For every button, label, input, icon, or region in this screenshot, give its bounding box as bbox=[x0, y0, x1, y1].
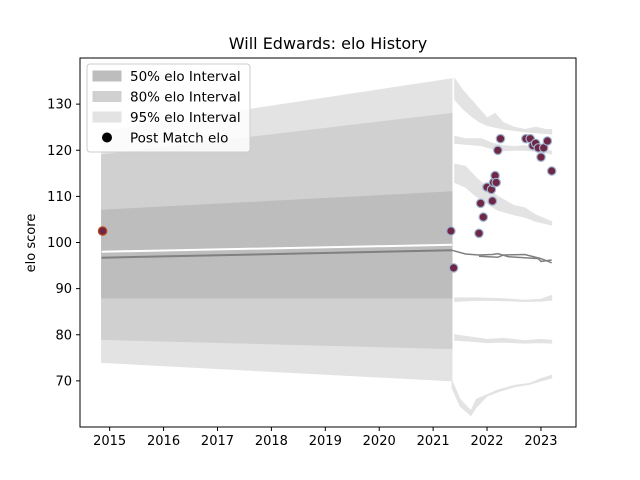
y-tick-label: 130 bbox=[47, 98, 72, 113]
x-tick-label: 2022 bbox=[470, 434, 503, 449]
y-tick-label: 110 bbox=[47, 190, 72, 205]
post-match-elo-point bbox=[536, 152, 546, 162]
interval-sliver bbox=[454, 135, 553, 155]
post-match-elo-point bbox=[446, 226, 456, 236]
interval-sliver bbox=[451, 374, 553, 417]
post-match-elo-point bbox=[491, 177, 501, 188]
interval-sliver bbox=[454, 77, 553, 135]
post-match-elo-point bbox=[495, 133, 506, 144]
x-tick-label: 2018 bbox=[255, 434, 288, 449]
legend-marker bbox=[102, 132, 112, 143]
interval-sliver bbox=[454, 334, 553, 344]
expected-elo-line bbox=[101, 249, 453, 259]
y-tick-label: 80 bbox=[55, 328, 72, 343]
interval-sliver bbox=[454, 294, 553, 303]
post-match-elo-point bbox=[546, 166, 557, 176]
x-tick-label: 2021 bbox=[417, 434, 450, 449]
legend-box bbox=[86, 63, 251, 153]
legend-swatch bbox=[92, 70, 122, 82]
rating-line bbox=[101, 243, 453, 253]
x-tick-label: 2019 bbox=[309, 434, 342, 449]
legend: 50% elo Interval 80% elo Interval 95% elo … bbox=[86, 63, 251, 153]
legend-label: 80% elo Interval bbox=[130, 90, 241, 106]
band-50-interval bbox=[101, 191, 453, 299]
y-tick-label: 120 bbox=[47, 144, 72, 159]
post-match-elo-point bbox=[478, 212, 489, 222]
plot-area bbox=[97, 77, 557, 417]
post-match-elo-point bbox=[542, 136, 553, 146]
x-tick-label: 2017 bbox=[201, 434, 234, 449]
legend-label: 95% elo Interval bbox=[130, 110, 241, 126]
post-match-elo-point bbox=[487, 196, 498, 206]
y-axis-label: elo score bbox=[24, 214, 39, 273]
plot-content bbox=[97, 77, 557, 417]
y-tick-label: 90 bbox=[55, 282, 72, 297]
post-match-elo-point bbox=[475, 198, 486, 209]
x-tick-label: 2020 bbox=[363, 434, 396, 449]
x-tick-label: 2023 bbox=[524, 434, 557, 449]
post-match-elo-point bbox=[474, 228, 484, 239]
legend-swatch bbox=[92, 111, 122, 123]
y-tick-label: 70 bbox=[55, 374, 72, 389]
expected-elo-line-recent bbox=[478, 253, 552, 264]
legend-swatch bbox=[92, 91, 122, 102]
legend-label: Post Match elo bbox=[130, 131, 228, 147]
y-tick-label: 100 bbox=[47, 236, 72, 251]
axes: 2015 2016 2017 2018 2019 2020 2021 2022 2023 70 80… bbox=[47, 57, 577, 449]
post-match-elo-point-first bbox=[97, 226, 108, 236]
post-match-elo-point bbox=[448, 263, 459, 273]
x-tick-label: 2016 bbox=[147, 434, 180, 449]
legend-label: 50% elo Interval bbox=[130, 69, 241, 85]
x-tick-label: 2015 bbox=[93, 434, 126, 449]
post-match-elo-point bbox=[492, 145, 503, 156]
chart-title: Will Edwards: elo History bbox=[229, 34, 427, 53]
